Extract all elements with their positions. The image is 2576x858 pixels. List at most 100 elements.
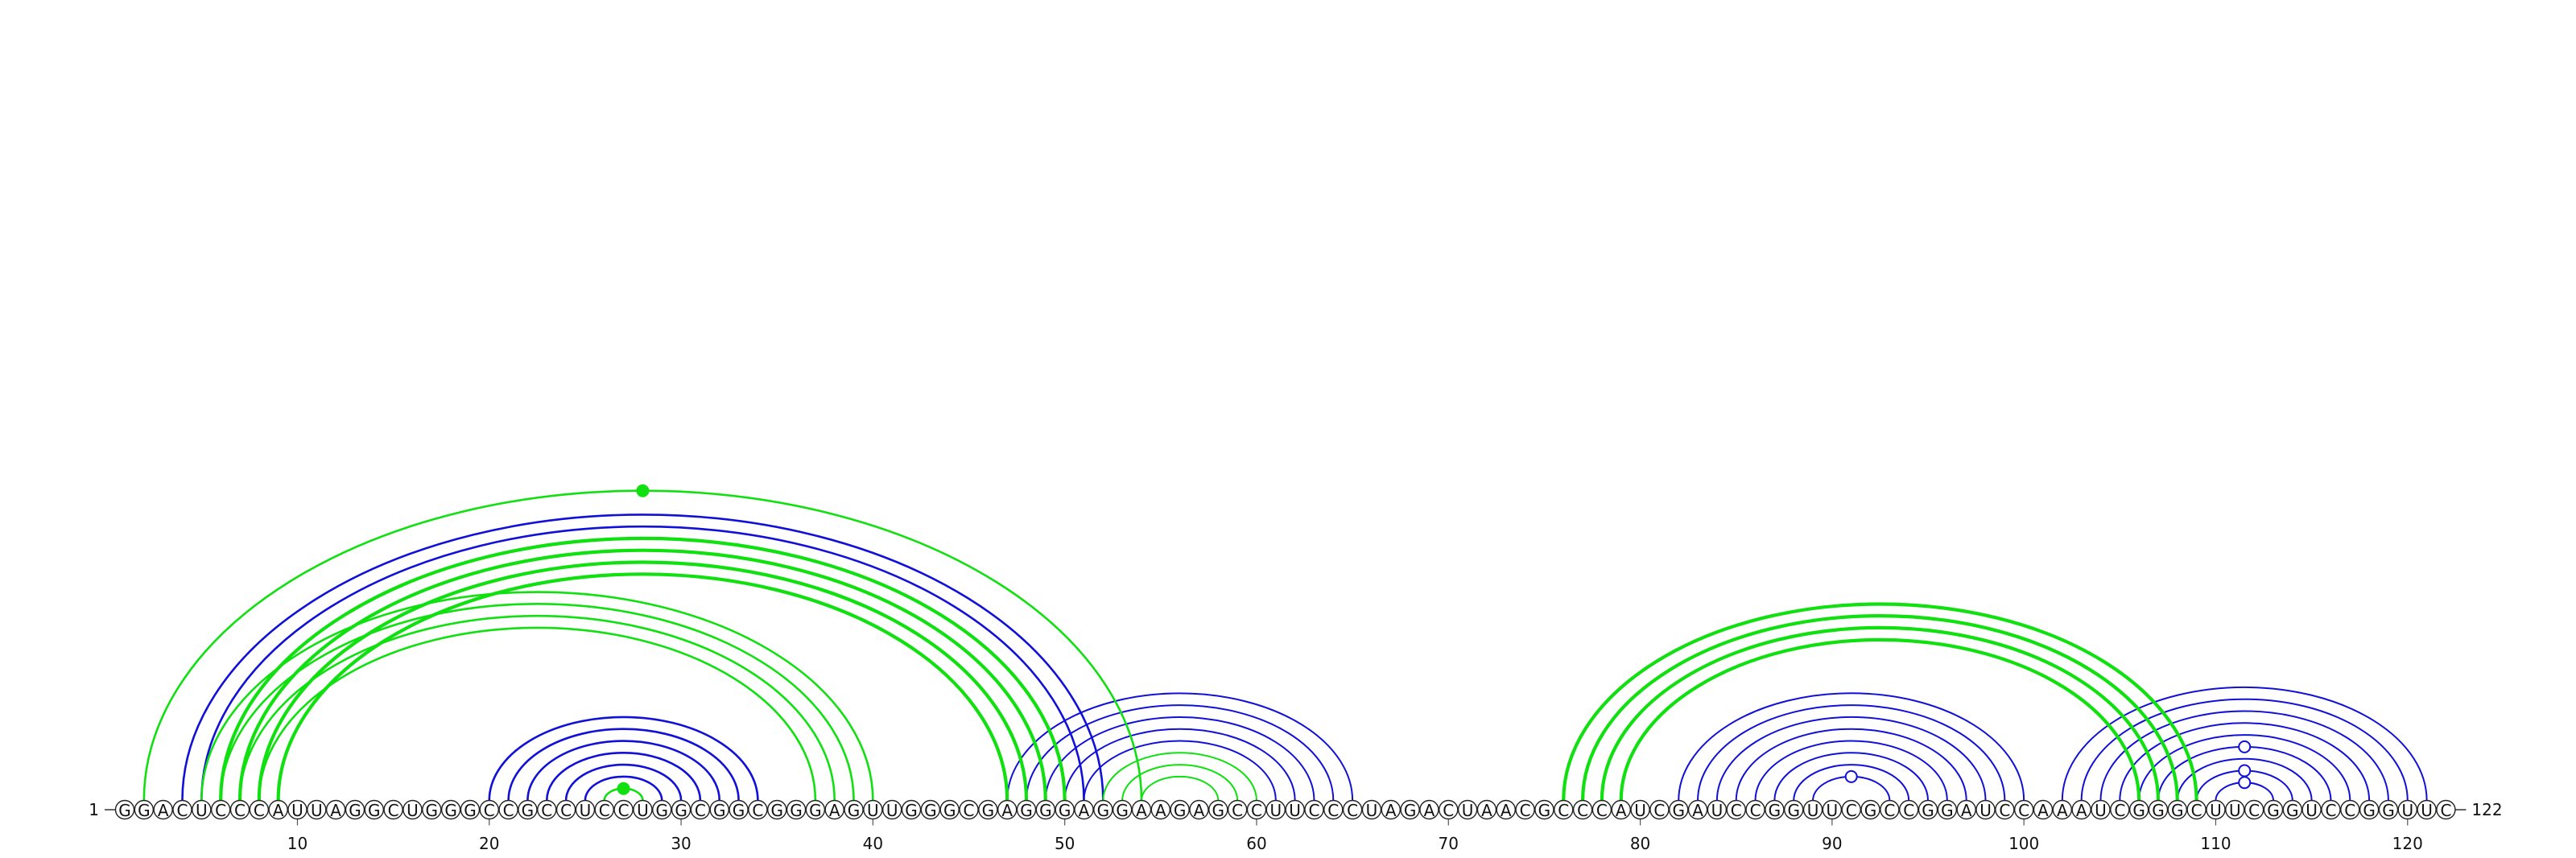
nucleotide: C	[2110, 799, 2130, 820]
nucleotide-circle	[134, 799, 155, 820]
nucleotide-letter: C	[1327, 801, 1339, 820]
nucleotide-letter: G	[1059, 801, 1071, 820]
nucleotide-letter: G	[444, 801, 457, 820]
nucleotide: A	[1476, 799, 1497, 820]
nucleotide-circle	[594, 799, 614, 820]
nucleotide-circle	[844, 799, 864, 820]
nucleotide: G	[767, 799, 787, 820]
nucleotide-circle	[555, 799, 576, 820]
nucleotide-circle	[748, 799, 768, 820]
nucleotide-circle	[1726, 799, 1746, 820]
nucleotide: C	[210, 799, 231, 820]
sequence-start-label: 1	[89, 800, 99, 819]
nucleotide: C	[1554, 799, 1574, 820]
nucleotide: G	[1093, 799, 1113, 820]
nucleotide-circle	[479, 799, 499, 820]
arc-marker	[2238, 776, 2252, 790]
nucleotide-letter: A	[1481, 801, 1492, 820]
nucleotide-circle	[1131, 799, 1152, 820]
nucleotide: C	[959, 799, 979, 820]
nucleotide: C	[1726, 799, 1746, 820]
nucleotide-circle	[2013, 799, 2034, 820]
nucleotide-circle	[978, 799, 998, 820]
nucleotide-letter: U	[196, 801, 208, 820]
nucleotide-letter: C	[484, 801, 495, 820]
nucleotide-letter: U	[867, 801, 879, 820]
nucleotide-circle	[1630, 799, 1650, 820]
nucleotide-circle	[114, 799, 135, 820]
nucleotide-letter: G	[1864, 801, 1877, 820]
nucleotide-circle	[920, 799, 941, 820]
nucleotide-circle	[1802, 799, 1823, 820]
nucleotide-circle	[383, 799, 403, 820]
nucleotide: C	[498, 799, 518, 820]
nucleotide-letter: U	[2229, 801, 2241, 820]
base-pair-arc	[200, 525, 1085, 801]
nucleotide-letter: A	[2076, 801, 2087, 820]
nucleotide-letter: C	[1347, 801, 1358, 820]
nucleotide-circle	[2244, 799, 2264, 820]
nucleotide: G	[2359, 799, 2380, 820]
nucleotide: U	[633, 799, 653, 820]
markers-layer	[617, 484, 2252, 795]
nucleotide: U	[2417, 799, 2437, 820]
nucleotide-circle	[1476, 799, 1497, 820]
nucleotide: U	[863, 799, 883, 820]
nucleotide-letter: G	[809, 801, 822, 820]
nucleotide: U	[2225, 799, 2245, 820]
nucleotide: A	[2033, 799, 2054, 820]
nucleotide-letter: A	[1385, 801, 1397, 820]
nucleotide-circle	[1246, 799, 1267, 820]
nucleotide-circle	[2359, 799, 2380, 820]
nucleotide: C	[229, 799, 250, 820]
nucleotide: G	[2128, 799, 2149, 820]
nucleotide-circle	[1611, 799, 1631, 820]
base-pair-arc	[1121, 764, 1239, 801]
nucleotide-circle	[1055, 799, 1075, 820]
nucleotide: C	[555, 799, 576, 820]
nucleotide-letter: U	[1711, 801, 1724, 820]
nucleotide-circle	[1439, 799, 1459, 820]
nucleotide: A	[824, 799, 844, 820]
nucleotide-circle	[2206, 799, 2226, 820]
nucleotide: C	[172, 799, 192, 820]
tick-label: 70	[1439, 834, 1459, 853]
nucleotide-circle	[671, 799, 691, 820]
nucleotide-circle	[1361, 799, 1382, 820]
nucleotide: A	[1381, 799, 1401, 820]
nucleotide: A	[268, 799, 288, 820]
nucleotide-letter: G	[982, 801, 995, 820]
nucleotide-letter: A	[330, 801, 341, 820]
nucleotide-letter: C	[1308, 801, 1319, 820]
nucleotide-circle	[153, 799, 173, 820]
nucleotide: G	[1400, 799, 1420, 820]
nucleotide-circle	[901, 799, 922, 820]
nucleotide-circle	[249, 799, 270, 820]
nucleotide: G	[1208, 799, 1228, 820]
nucleotide-letter: A	[829, 801, 840, 820]
base-pair-arc	[1735, 728, 1967, 801]
nucleotide: A	[1496, 799, 1516, 820]
nucleotide-letter: C	[1903, 801, 1914, 820]
nucleotide-circle	[1150, 799, 1171, 820]
nucleotide-letter: U	[1289, 801, 1301, 820]
nucleotide-circle	[1457, 799, 1478, 820]
nucleotide-circle	[498, 799, 518, 820]
nucleotide-letter: G	[349, 801, 361, 820]
base-pair-arc	[219, 603, 855, 801]
nucleotide-letter: U	[1827, 801, 1839, 820]
nucleotide-letter: C	[2440, 801, 2451, 820]
nucleotide-circle	[786, 799, 807, 820]
nucleotide: A	[325, 799, 346, 820]
arc-marker	[636, 484, 650, 497]
nucleotide-letter: A	[1961, 801, 1972, 820]
nucleotide-circle	[1265, 799, 1286, 820]
arcs-layer	[142, 489, 2428, 801]
ticks-layer: 10 20 30 40 50 60 70 80 90 100 110 120	[287, 819, 2423, 853]
nucleotide: G	[518, 799, 538, 820]
nucleotide-circle	[939, 799, 960, 820]
nucleotide-circle	[997, 799, 1018, 820]
nucleotide-letter: C	[215, 801, 226, 820]
nucleotide: U	[1265, 799, 1286, 820]
